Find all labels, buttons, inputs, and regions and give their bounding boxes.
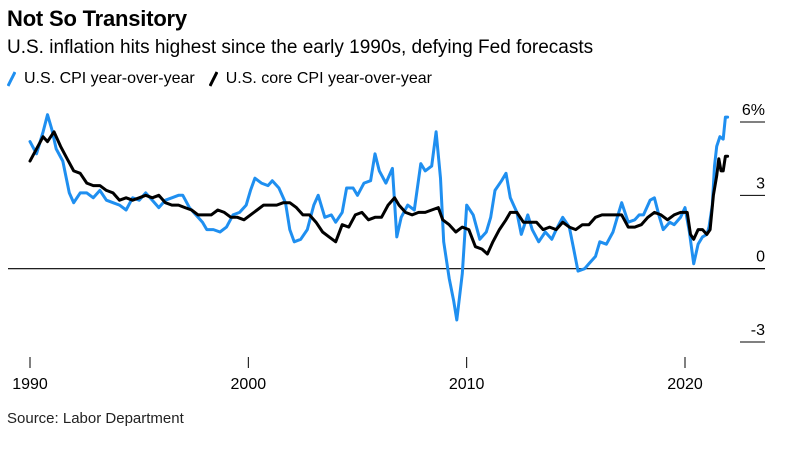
legend-swatch-cpi: [7, 70, 16, 88]
y-tick-label: 3: [756, 175, 765, 192]
x-tick-label: 1990: [12, 376, 48, 393]
y-tick-label: 6%: [742, 102, 765, 119]
legend-item-cpi: U.S. CPI year-over-year: [7, 70, 195, 88]
x-tick-label: 2020: [667, 376, 703, 393]
series-line-cpi: [28, 113, 730, 322]
chart-subtitle: U.S. inflation hits highest since the ea…: [7, 37, 594, 58]
legend-label-cpi: U.S. CPI year-over-year: [24, 70, 195, 87]
chart-title: Not So Transitory: [7, 6, 187, 31]
x-tick-label: 2010: [449, 376, 485, 393]
source-note: Source: Labor Department: [7, 410, 184, 427]
x-tick-label: 2000: [231, 376, 267, 393]
series-line-core-cpi: [28, 130, 730, 256]
legend-label-core-cpi: U.S. core CPI year-over-year: [225, 70, 432, 87]
legend-item-core-cpi: U.S. core CPI year-over-year: [208, 70, 432, 88]
y-tick-label: 0: [756, 249, 765, 266]
legend-swatch-core-cpi: [208, 70, 218, 88]
y-tick-label: -3: [751, 322, 765, 339]
legend: U.S. CPI year-over-year U.S. core CPI ye…: [7, 70, 446, 88]
